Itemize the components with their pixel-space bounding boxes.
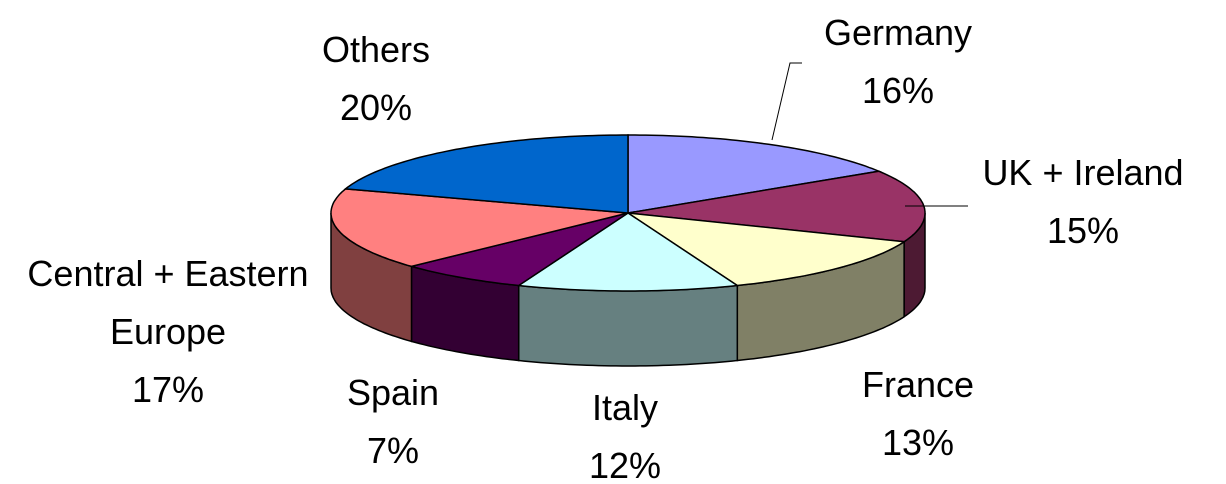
- pie-slice: [516, 212, 740, 292]
- category-label: Central + Eastern Europe: [27, 253, 309, 352]
- slice-label: Others 20%: [322, 21, 430, 137]
- value-label: 20%: [339, 87, 413, 128]
- category-label: Italy: [591, 387, 659, 428]
- pie-slice: [411, 212, 629, 287]
- slice-label: France 13%: [862, 356, 974, 472]
- category-label: Germany: [823, 12, 973, 53]
- slice-label: Italy 12%: [589, 379, 661, 484]
- value-label: 15%: [1046, 210, 1120, 251]
- category-label: UK + Ireland: [982, 152, 1184, 193]
- pie-tops: [330, 134, 926, 292]
- slice-label: UK + Ireland 15%: [982, 144, 1183, 260]
- slice-label: Central + Eastern Europe 17%: [8, 245, 328, 419]
- value-label: 16%: [861, 70, 935, 111]
- slice-label: Spain 7%: [347, 364, 439, 480]
- category-label: France: [861, 364, 975, 405]
- category-label: Spain: [346, 372, 440, 413]
- category-label: Others: [321, 29, 431, 70]
- pie-slice: [627, 134, 882, 214]
- slice-label: Germany 16%: [824, 4, 972, 120]
- leader-line: [771, 62, 802, 141]
- value-label: 17%: [131, 369, 205, 410]
- pie-slice: [343, 134, 629, 214]
- pie-slice: [627, 212, 907, 287]
- pie-sides: [330, 212, 926, 367]
- value-label: 7%: [366, 430, 420, 471]
- value-label: 12%: [588, 445, 662, 484]
- value-label: 13%: [881, 422, 955, 463]
- pie-side: [517, 284, 739, 367]
- pie-slice: [330, 188, 629, 268]
